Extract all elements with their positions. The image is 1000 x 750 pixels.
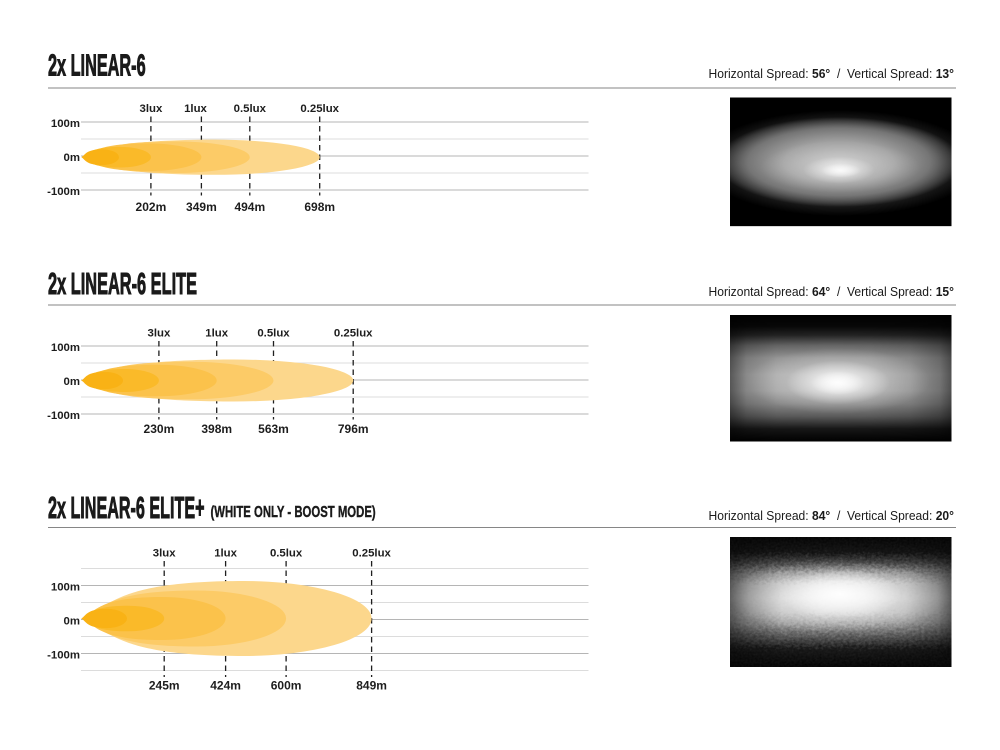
svg-text:0m: 0m (64, 615, 80, 627)
svg-text:0.25lux: 0.25lux (300, 103, 339, 115)
svg-text:100m: 100m (51, 581, 80, 593)
svg-text:849m: 849m (356, 679, 387, 693)
svg-text:Horizontal Spread: 84° / Ver: Horizontal Spread: 84° / Vertical Spread… (709, 509, 954, 523)
svg-text:230m: 230m (144, 422, 175, 436)
svg-text:0.5lux: 0.5lux (257, 327, 290, 339)
svg-text:0.25lux: 0.25lux (334, 327, 373, 339)
svg-text:202m: 202m (136, 200, 167, 214)
svg-text:Horizontal Spread: 64° / Ver: Horizontal Spread: 64° / Vertical Spread… (709, 285, 954, 299)
svg-text:600m: 600m (271, 679, 302, 693)
svg-text:100m: 100m (51, 342, 80, 354)
svg-text:-100m: -100m (47, 186, 80, 198)
svg-text:-100m: -100m (47, 410, 80, 422)
svg-text:424m: 424m (210, 679, 241, 693)
svg-text:245m: 245m (149, 679, 180, 693)
svg-text:0.5lux: 0.5lux (270, 548, 303, 560)
svg-text:1lux: 1lux (205, 327, 228, 339)
svg-text:2x LINEAR-6: 2x LINEAR-6 (48, 49, 146, 83)
svg-text:Horizontal Spread: 56° / Ver: Horizontal Spread: 56° / Vertical Spread… (709, 67, 954, 81)
svg-text:3lux: 3lux (153, 548, 176, 560)
svg-text:0m: 0m (64, 152, 80, 164)
svg-text:2x LINEAR-6 ELITE: 2x LINEAR-6 ELITE (48, 268, 197, 302)
svg-text:0.25lux: 0.25lux (352, 548, 391, 560)
svg-text:(WHITE ONLY - BOOST MODE): (WHITE ONLY - BOOST MODE) (211, 502, 376, 520)
svg-text:1lux: 1lux (184, 103, 207, 115)
svg-text:3lux: 3lux (140, 103, 163, 115)
svg-text:100m: 100m (51, 118, 80, 130)
svg-text:349m: 349m (186, 200, 217, 214)
svg-text:398m: 398m (201, 422, 232, 436)
svg-text:796m: 796m (338, 422, 369, 436)
svg-text:3lux: 3lux (148, 327, 171, 339)
svg-text:0.5lux: 0.5lux (234, 103, 267, 115)
svg-text:494m: 494m (234, 200, 265, 214)
svg-text:0m: 0m (64, 376, 80, 388)
svg-text:698m: 698m (304, 200, 335, 214)
svg-text:1lux: 1lux (214, 548, 237, 560)
svg-text:-100m: -100m (47, 649, 80, 661)
svg-text:563m: 563m (258, 422, 289, 436)
svg-text:2x LINEAR-6 ELITE+: 2x LINEAR-6 ELITE+ (48, 492, 205, 526)
